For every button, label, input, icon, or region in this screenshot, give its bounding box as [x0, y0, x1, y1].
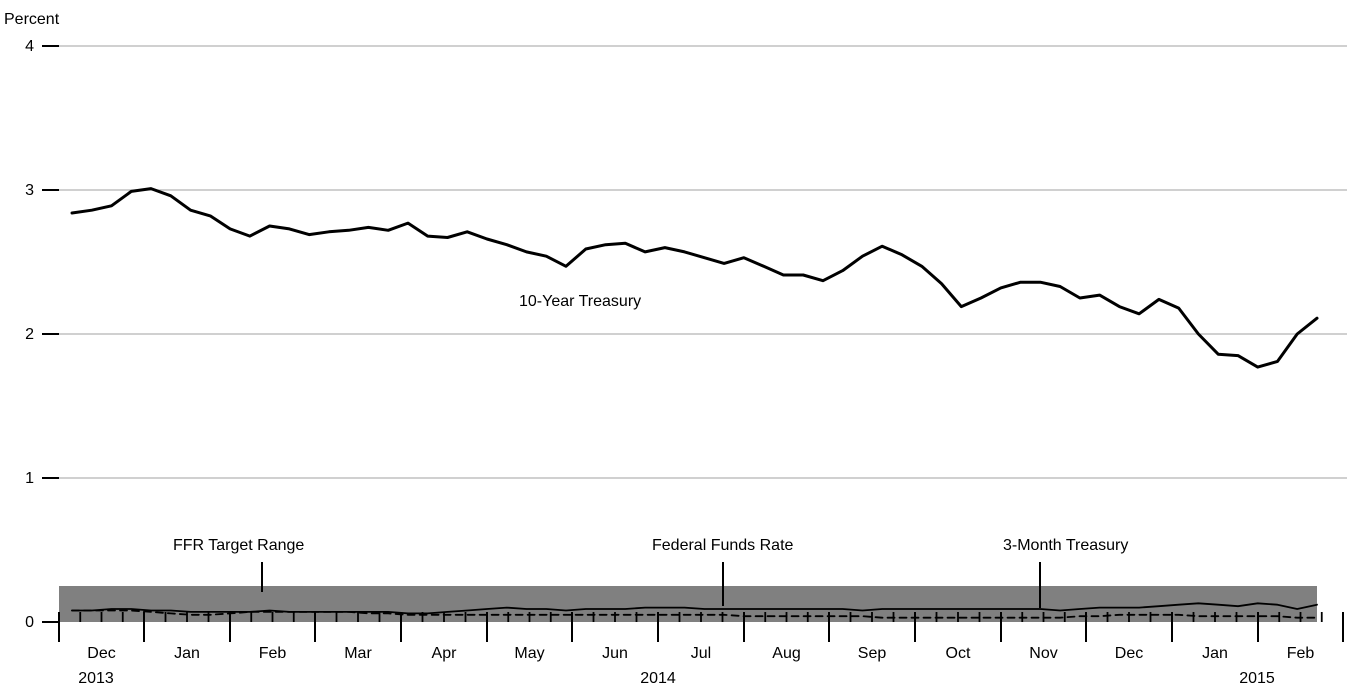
y-tick-label: 4 — [25, 38, 34, 55]
x-year-label: 2014 — [640, 670, 676, 687]
x-month-label: May — [514, 645, 544, 662]
x-month-label: Mar — [344, 645, 372, 662]
x-month-label: Dec — [1115, 645, 1143, 662]
y-axis-label: Percent — [4, 11, 60, 28]
x-month-label: Aug — [772, 645, 800, 662]
x-year-label: 2013 — [78, 670, 114, 687]
y-tick-label: 1 — [25, 470, 34, 487]
x-month-label: Jun — [602, 645, 628, 662]
label-3-month-treasury: 3-Month Treasury — [1003, 537, 1128, 554]
gridlines — [59, 45, 1347, 479]
label-ffr-target-range: FFR Target Range — [173, 537, 304, 554]
label-federal-funds-rate: Federal Funds Rate — [652, 537, 794, 554]
series-10-year-treasury — [70, 187, 1319, 369]
x-month-label: Oct — [946, 645, 971, 662]
label-10-year-treasury: 10-Year Treasury — [519, 293, 641, 310]
y-tick-label: 3 — [25, 182, 34, 199]
x-month-label: Sep — [858, 645, 887, 662]
x-year-label: 2015 — [1239, 670, 1275, 687]
x-month-label: Feb — [259, 645, 287, 662]
y-tick-label: 0 — [25, 614, 34, 631]
x-month-label: Jul — [691, 645, 711, 662]
y-axis-ticks: 0 1 2 3 4 — [25, 38, 59, 631]
x-month-label: Nov — [1029, 645, 1057, 662]
y-tick-label: 2 — [25, 326, 34, 343]
series-federal-funds-rate — [71, 609, 1318, 619]
x-month-label: Feb — [1287, 645, 1315, 662]
x-month-label: Apr — [432, 645, 458, 662]
x-month-label: Jan — [174, 645, 200, 662]
x-axis: Dec Jan Feb Mar Apr May Jun Jul Aug Sep Oct Nov Dec J… — [58, 612, 1344, 687]
series-lines — [70, 187, 1319, 619]
x-month-label: Dec — [87, 645, 115, 662]
x-month-label: Jan — [1202, 645, 1228, 662]
